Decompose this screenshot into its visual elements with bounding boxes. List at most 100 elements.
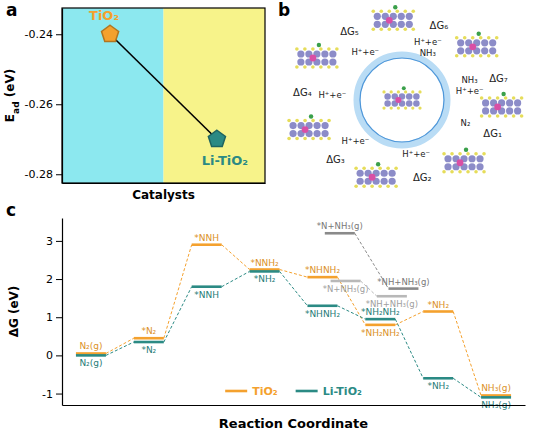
atom	[397, 90, 400, 93]
atom	[303, 119, 307, 123]
atom	[520, 114, 524, 118]
atom	[488, 114, 492, 118]
axis-line	[63, 405, 526, 406]
structure	[442, 148, 486, 174]
cycle-ring-inner	[360, 58, 444, 142]
step-species: NH₃	[462, 75, 478, 85]
tick-mark	[56, 394, 62, 395]
atom	[482, 170, 486, 174]
atom	[289, 122, 296, 129]
tick-mark	[56, 317, 62, 318]
step-species: H⁺+e⁻	[456, 86, 484, 96]
atom	[387, 28, 391, 32]
axis-line	[62, 219, 63, 406]
step-species: H⁺+e⁻	[402, 149, 430, 159]
energy-level	[481, 394, 511, 397]
atom	[482, 99, 489, 106]
atom	[457, 47, 464, 54]
branch-label: *N+NH₃(g)	[323, 284, 369, 294]
step-species: H⁺+e⁻	[318, 90, 346, 100]
atom	[317, 43, 321, 47]
tick: 1	[46, 311, 62, 324]
atom	[389, 170, 396, 177]
atom	[389, 178, 396, 185]
level-label: *NH₂	[254, 274, 276, 284]
atom	[406, 93, 412, 99]
atom	[406, 100, 412, 106]
energy-level	[481, 396, 511, 399]
step-species: NH₃	[420, 48, 436, 58]
atom	[514, 107, 521, 114]
atom	[382, 90, 385, 93]
energy-level	[307, 304, 337, 307]
atom	[482, 152, 486, 156]
atom	[321, 58, 328, 65]
atom	[455, 36, 459, 40]
atom	[386, 166, 390, 170]
atom	[495, 54, 499, 58]
atom	[512, 114, 516, 118]
atom	[506, 99, 513, 106]
atom	[411, 10, 415, 14]
atom	[354, 184, 358, 188]
atom	[471, 54, 475, 58]
energy-level	[134, 337, 164, 340]
atom	[303, 47, 307, 51]
atom	[404, 90, 407, 93]
axis-line	[63, 183, 266, 184]
atom	[403, 28, 407, 32]
tick: -0.24	[25, 28, 62, 41]
atom	[302, 126, 309, 133]
level-label: *NH₂	[427, 381, 449, 391]
level-label: NH₃(g)	[481, 383, 511, 393]
tick-label: 2	[46, 273, 53, 286]
step-species: H⁺+e⁻	[351, 47, 379, 57]
connector	[106, 338, 134, 353]
branch-level	[377, 295, 407, 298]
atom	[482, 107, 489, 114]
atom	[362, 166, 366, 170]
marks	[102, 25, 226, 146]
atom	[357, 170, 364, 177]
atom	[442, 170, 446, 174]
step-label: ΔG₇	[489, 73, 508, 84]
legend: TiO₂Li-TiO₂	[225, 385, 362, 398]
atom	[397, 106, 400, 109]
atom	[371, 10, 375, 14]
atom	[321, 122, 328, 129]
atom	[487, 36, 491, 40]
atom	[381, 170, 388, 177]
atom	[468, 163, 475, 170]
step-species: H⁺+e⁻	[414, 37, 442, 47]
atom	[311, 47, 315, 51]
energy-level	[76, 354, 106, 357]
atom	[398, 21, 405, 28]
atom	[386, 184, 390, 188]
connector	[453, 312, 481, 396]
atom	[480, 114, 484, 118]
legend-swatch	[225, 390, 247, 393]
atom	[374, 13, 381, 20]
legend-label: Li-TiO₂	[323, 385, 362, 398]
energy-level	[307, 276, 337, 279]
point-label: TiO₂	[89, 8, 119, 23]
atom	[481, 39, 488, 46]
atom	[303, 137, 307, 141]
atom	[463, 36, 467, 40]
energy-level	[250, 270, 280, 273]
atom	[327, 119, 331, 123]
tick-label: -0.24	[25, 28, 53, 41]
atom	[395, 10, 399, 14]
atom	[313, 122, 320, 129]
y-axis: -10123	[42, 219, 62, 406]
tick-label: 3	[46, 235, 53, 248]
atom	[329, 58, 336, 65]
atom	[327, 65, 331, 69]
tick: -0.26	[25, 98, 62, 111]
level-label: *NNH₂	[250, 258, 279, 268]
level-label: *NH₂	[427, 300, 449, 310]
atom	[468, 155, 475, 162]
atom	[512, 96, 516, 100]
atom	[479, 36, 483, 40]
branch-label: *N+NH₃(g)	[317, 221, 363, 231]
